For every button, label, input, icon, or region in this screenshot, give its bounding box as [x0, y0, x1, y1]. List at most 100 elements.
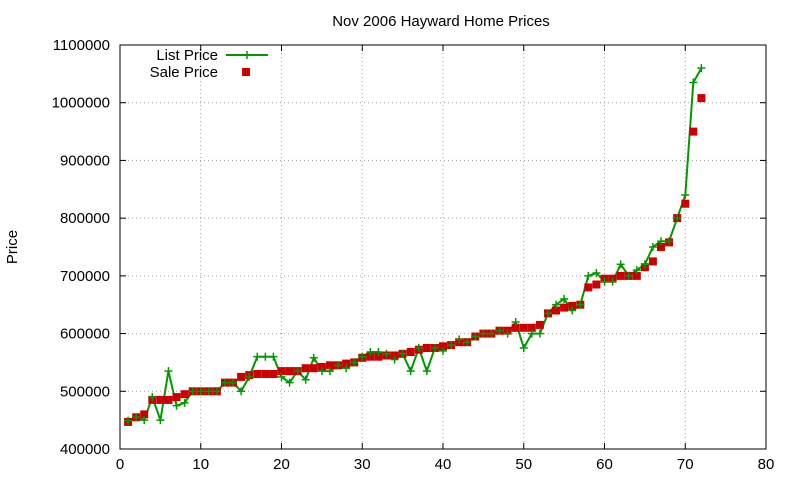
list-price-point [673, 214, 682, 223]
list-price-point [479, 329, 488, 338]
sale-price-point [140, 410, 149, 419]
x-tick-label: 50 [515, 456, 532, 473]
grid [120, 45, 766, 449]
list-price-point [269, 352, 278, 361]
sale-price-point [648, 257, 657, 266]
sale-price-point [592, 280, 601, 289]
sale-price-point [156, 395, 165, 404]
y-tick-label: 500000 [60, 383, 110, 400]
sale-price-point [172, 393, 181, 402]
list-price-point [220, 378, 229, 387]
list-price-point [560, 294, 569, 303]
list-price-point [245, 372, 254, 381]
sale-price-point [584, 283, 593, 292]
sale-price-point [632, 271, 641, 280]
sale-price-point [342, 359, 351, 368]
y-tick-label: 800000 [60, 210, 110, 227]
list-price-point [301, 375, 310, 384]
x-tick-label: 60 [596, 456, 613, 473]
list-price-point [535, 329, 544, 338]
sale-price-point [657, 243, 665, 251]
sale-price-point [180, 390, 189, 399]
list-price-point [124, 416, 133, 425]
list-price-point [422, 367, 431, 376]
legend: List Price Sale Price [150, 47, 268, 81]
list-price-point [503, 329, 512, 338]
y-tick-label: 600000 [60, 326, 110, 343]
list-price-point [576, 300, 585, 309]
list-price-point [350, 358, 359, 367]
list-price-point [511, 318, 520, 327]
list-price-point [552, 300, 561, 309]
list-price-point [568, 306, 577, 315]
list-price-point [689, 78, 698, 87]
legend-marker-list-price [243, 51, 251, 59]
sale-price-point [326, 361, 334, 370]
sale-price-point [527, 323, 536, 332]
list-price-point [148, 393, 157, 402]
list-price-point [430, 344, 439, 352]
list-price-point [665, 237, 674, 246]
list-price-point [519, 344, 528, 352]
list-price-point [608, 277, 617, 286]
sale-price-point [689, 127, 698, 136]
list-price-point [414, 344, 423, 352]
sale-price-point [697, 94, 706, 103]
list-price-point [398, 349, 407, 358]
list-price-point [334, 361, 343, 370]
y-tick-label: 900000 [60, 152, 110, 169]
sale-price-point [568, 301, 577, 310]
list-price-point [600, 277, 609, 286]
list-price-point [196, 387, 205, 396]
sale-price-point [164, 395, 173, 404]
list-price-point [447, 341, 456, 350]
list-price-point [277, 372, 286, 381]
series-layer [124, 64, 706, 426]
list-price-point [237, 387, 246, 396]
sale-price-point [269, 370, 278, 378]
y-tick-label: 1000000 [52, 95, 110, 112]
list-price-point [527, 329, 536, 338]
list-price-point [592, 268, 601, 277]
x-tick-label: 40 [435, 456, 452, 473]
axis-ticks: 0 10 20 30 40 50 60 70 80 400000 500000 600000 70000… [52, 37, 775, 473]
list-price-point [374, 348, 383, 357]
sale-price-point [511, 323, 520, 332]
x-tick-label: 70 [677, 456, 694, 473]
sale-price-point [439, 342, 447, 351]
list-price-point [471, 332, 480, 341]
y-tick-label: 700000 [60, 268, 110, 285]
x-tick-label: 20 [273, 456, 290, 473]
list-price-point [439, 346, 447, 355]
list-price-point [293, 367, 302, 376]
sale-price-point [253, 370, 262, 378]
sale-price-point [390, 351, 399, 360]
legend-marker-sale-price [242, 68, 250, 76]
list-price-point [317, 367, 326, 376]
list-price-point [584, 271, 593, 280]
y-tick-label: 400000 [60, 441, 110, 458]
sale-price-point [374, 352, 383, 361]
list-price-point [648, 243, 657, 251]
x-tick-label: 30 [354, 456, 371, 473]
list-price-point [455, 335, 464, 344]
list-price-point [487, 329, 496, 338]
list-price-point [325, 367, 334, 376]
list-price-point [624, 271, 633, 280]
sale-price-point [560, 303, 569, 312]
y-tick-label: 1100000 [53, 37, 110, 54]
list-price-point [140, 416, 149, 425]
list-price-point [390, 355, 399, 364]
list-price-point [342, 364, 351, 373]
x-tick-label: 0 [116, 456, 124, 473]
list-price-point [681, 191, 690, 200]
list-price-point [616, 260, 625, 269]
list-price-point [632, 266, 641, 275]
list-price-point [358, 352, 367, 361]
list-price-point [382, 349, 391, 358]
list-price-point [640, 260, 649, 269]
sale-price-point [422, 344, 431, 352]
sale-price-point [552, 306, 560, 315]
list-price-point [132, 413, 141, 422]
